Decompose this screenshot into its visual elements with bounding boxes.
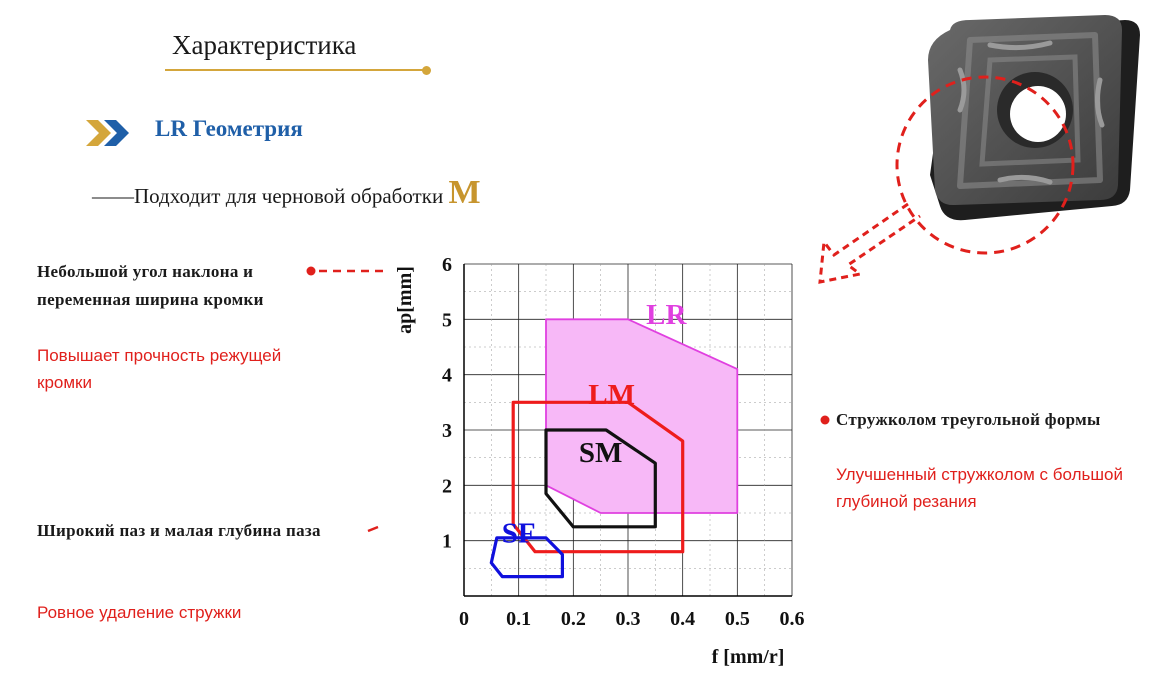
region-lr [545,318,739,514]
y-tick-label: 2 [442,475,452,497]
note-wide-groove-title: Широкий паз и малая глубина паза [37,521,321,540]
x-tick-label: 0.4 [670,608,695,630]
x-tick-label: 0.1 [506,608,531,630]
chart-region-labels: LR LM SM SF [502,299,688,550]
title-dot [422,66,431,75]
chart-axes [463,264,792,597]
pointer-arrow-icon [818,202,921,284]
region-label-sm: SM [579,437,623,469]
y-tick-label: 1 [442,531,452,553]
y-tick-label: 4 [442,365,452,387]
x-tick-label: 0.3 [616,608,641,630]
note-rake-angle-title: Небольшой угол наклона и переменная шири… [37,262,264,309]
region-label-sf: SF [502,517,536,549]
x-tick-label: 0.6 [780,608,805,630]
double-chevron-icon [86,120,129,146]
note3-bullet [820,415,830,425]
x-tick-label: 0.2 [561,608,586,630]
region-label-lm: LM [588,379,635,411]
highlight-circle [895,75,1075,255]
section-title: Характеристика [172,30,357,60]
y-axis-label: ap[mm] [394,266,416,334]
subtitle: ——Подходит для черновой обработки M [92,174,481,212]
chart-ticks: 0 0.1 0.2 0.3 0.4 0.5 0.6 1 2 3 4 5 6 [442,254,805,630]
subtitle-highlight: M [448,174,481,211]
y-tick-label: 5 [442,309,452,331]
x-tick-label: 0.5 [725,608,750,630]
subtitle-text: ——Подходит для черновой обработки [92,184,444,208]
note1-bullet [306,266,316,276]
chart-series [489,318,739,579]
note-rake-angle-desc: Повышает прочность режущей кромки [37,346,282,392]
note-chipbreaker-title: Стружколом треугольной формы [836,410,1101,429]
note2-leader [367,525,379,533]
region-sm [544,428,657,529]
note-wide-groove-desc: Ровное удаление стружки [37,603,242,622]
region-label-lr: LR [646,299,687,331]
x-axis-label: f [mm/r] [712,646,785,668]
insert-illustration [818,15,1140,284]
region-sf [489,536,565,579]
x-tick-label: 0 [459,608,469,630]
note-chipbreaker-desc: Улучшенный стружколом с большой глубиной… [836,465,1123,511]
title-underline [165,69,427,71]
y-tick-label: 3 [442,420,452,442]
geometry-label: LR Геометрия [155,116,303,141]
y-tick-label: 6 [442,254,452,276]
region-lm [511,400,685,554]
